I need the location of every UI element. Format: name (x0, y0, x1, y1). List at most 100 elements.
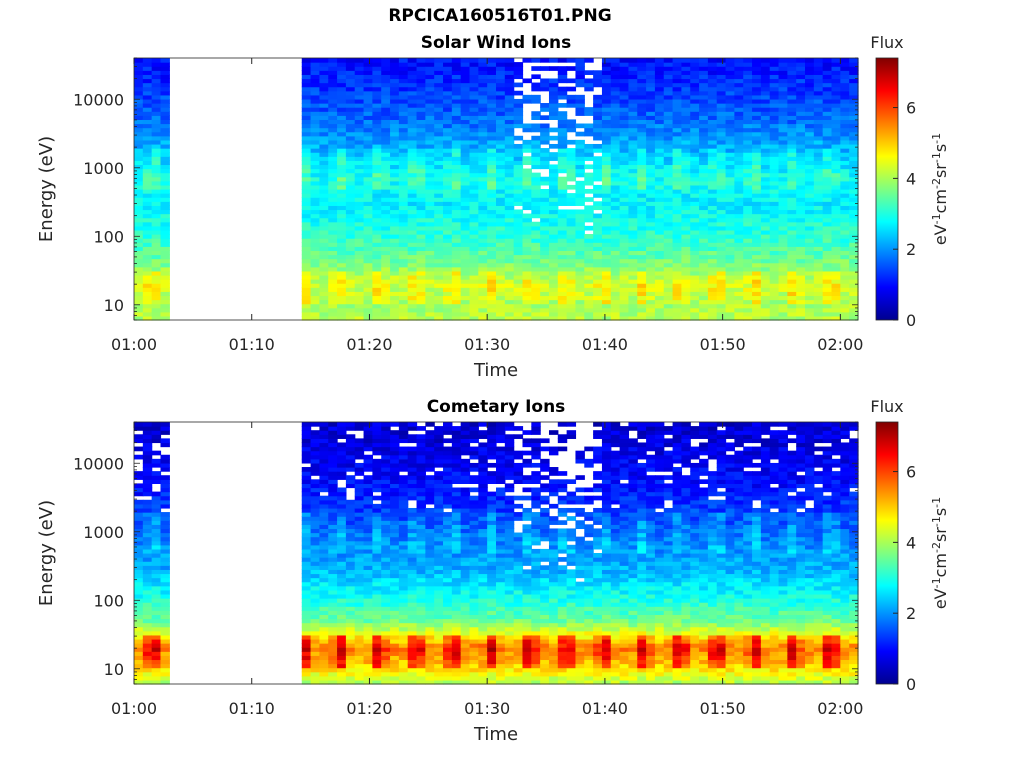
heatmap-cell (610, 201, 621, 206)
heatmap-cell (354, 520, 365, 525)
heatmap-cell (478, 279, 488, 284)
heatmap-cell (451, 172, 462, 178)
heatmap-cell (610, 283, 621, 288)
heatmap-cell (496, 135, 506, 141)
heatmap-cell (601, 234, 612, 239)
heatmap-cell (337, 221, 347, 227)
heatmap-cell (469, 250, 479, 256)
heatmap-cell (496, 250, 506, 256)
heatmap-cell (451, 189, 462, 194)
heatmap-cell (548, 90, 559, 96)
heatmap-cell (760, 315, 771, 321)
heatmap-cell (584, 156, 594, 161)
heatmap-cell (672, 225, 683, 231)
heatmap-cell (566, 246, 577, 251)
heatmap-cell (354, 675, 365, 681)
heatmap-cell (381, 279, 391, 284)
heatmap-cell (142, 569, 153, 575)
heatmap-cell (796, 287, 806, 292)
heatmap-cell (672, 311, 683, 317)
heatmap-cell (301, 242, 312, 247)
heatmap-cell (337, 238, 347, 243)
heatmap-cell (769, 254, 780, 260)
heatmap-cell (557, 66, 568, 71)
heatmap-cell (778, 299, 788, 305)
heatmap-cell (416, 291, 426, 297)
heatmap-cell (310, 638, 321, 644)
heatmap-cell (381, 111, 391, 116)
heatmap-cell (319, 532, 329, 538)
heatmap-cell (407, 303, 418, 309)
heatmap-cell (478, 246, 488, 251)
heatmap-cell (831, 307, 841, 313)
heatmap-cell (363, 168, 373, 174)
heatmap-cell (381, 70, 391, 75)
heatmap-cell (398, 131, 409, 137)
heatmap-cell (699, 209, 709, 215)
heatmap-cell (672, 274, 683, 280)
heatmap-cell (328, 262, 338, 268)
heatmap-cell (628, 123, 638, 129)
heatmap-cell (345, 66, 356, 71)
heatmap-cell (813, 98, 824, 104)
heatmap-cell (337, 663, 347, 669)
heatmap-cell (628, 160, 638, 166)
heatmap-cell (310, 651, 321, 656)
heatmap-cell (840, 238, 850, 243)
heatmap-cell (610, 90, 621, 96)
heatmap-cell (151, 201, 162, 206)
heatmap-cell (160, 454, 170, 460)
heatmap-cell (769, 201, 780, 206)
heatmap-cell (672, 90, 683, 96)
heatmap-cell (813, 234, 824, 239)
heatmap-cell (743, 94, 753, 100)
heatmap-cell (142, 303, 153, 309)
heatmap-cell (654, 107, 665, 112)
heatmap-cell (654, 315, 665, 321)
heatmap-cell (531, 160, 541, 166)
heatmap-cell (301, 606, 312, 611)
heatmap-cell (151, 577, 162, 583)
heatmap-cell (531, 148, 541, 153)
heatmap-cell (813, 172, 824, 178)
heatmap-cell (593, 287, 603, 292)
heatmap-cell (337, 598, 347, 603)
heatmap-cell (460, 70, 471, 75)
heatmap-cell (584, 315, 594, 321)
heatmap-cell (416, 58, 426, 63)
heatmap-cell (822, 270, 833, 276)
heatmap-cell (548, 135, 559, 141)
heatmap-cell (381, 213, 391, 219)
heatmap-cell (637, 115, 647, 120)
heatmap-cell (381, 82, 391, 88)
heatmap-cell (160, 475, 170, 480)
heatmap-cell (381, 103, 391, 108)
heatmap-cell (337, 507, 347, 513)
heatmap-cell (760, 168, 771, 174)
heatmap-cell (134, 262, 144, 268)
heatmap-cell (345, 107, 356, 112)
heatmap-cell (469, 254, 479, 260)
heatmap-cell (654, 266, 665, 272)
heatmap-cell (531, 82, 541, 88)
heatmap-cell (690, 139, 700, 145)
heatmap-cell (310, 279, 321, 284)
heatmap-cell (328, 274, 338, 280)
heatmap-cell (822, 90, 833, 96)
heatmap-cell (416, 143, 426, 149)
heatmap-cell (443, 82, 453, 88)
heatmap-cell (354, 647, 365, 652)
heatmap-cell (134, 131, 144, 137)
heatmap-cell (725, 176, 735, 182)
heatmap-cell (496, 307, 506, 313)
heatmap-cell (301, 638, 312, 644)
heatmap-cell (319, 291, 329, 297)
heatmap-cell (725, 295, 735, 301)
heatmap-cell (416, 311, 426, 317)
heatmap-cell (151, 647, 162, 652)
heatmap-cell (301, 221, 312, 227)
heatmap-cell (760, 299, 771, 305)
heatmap-cell (460, 135, 471, 141)
heatmap-cell (681, 98, 691, 104)
heatmap-cell (460, 172, 471, 178)
